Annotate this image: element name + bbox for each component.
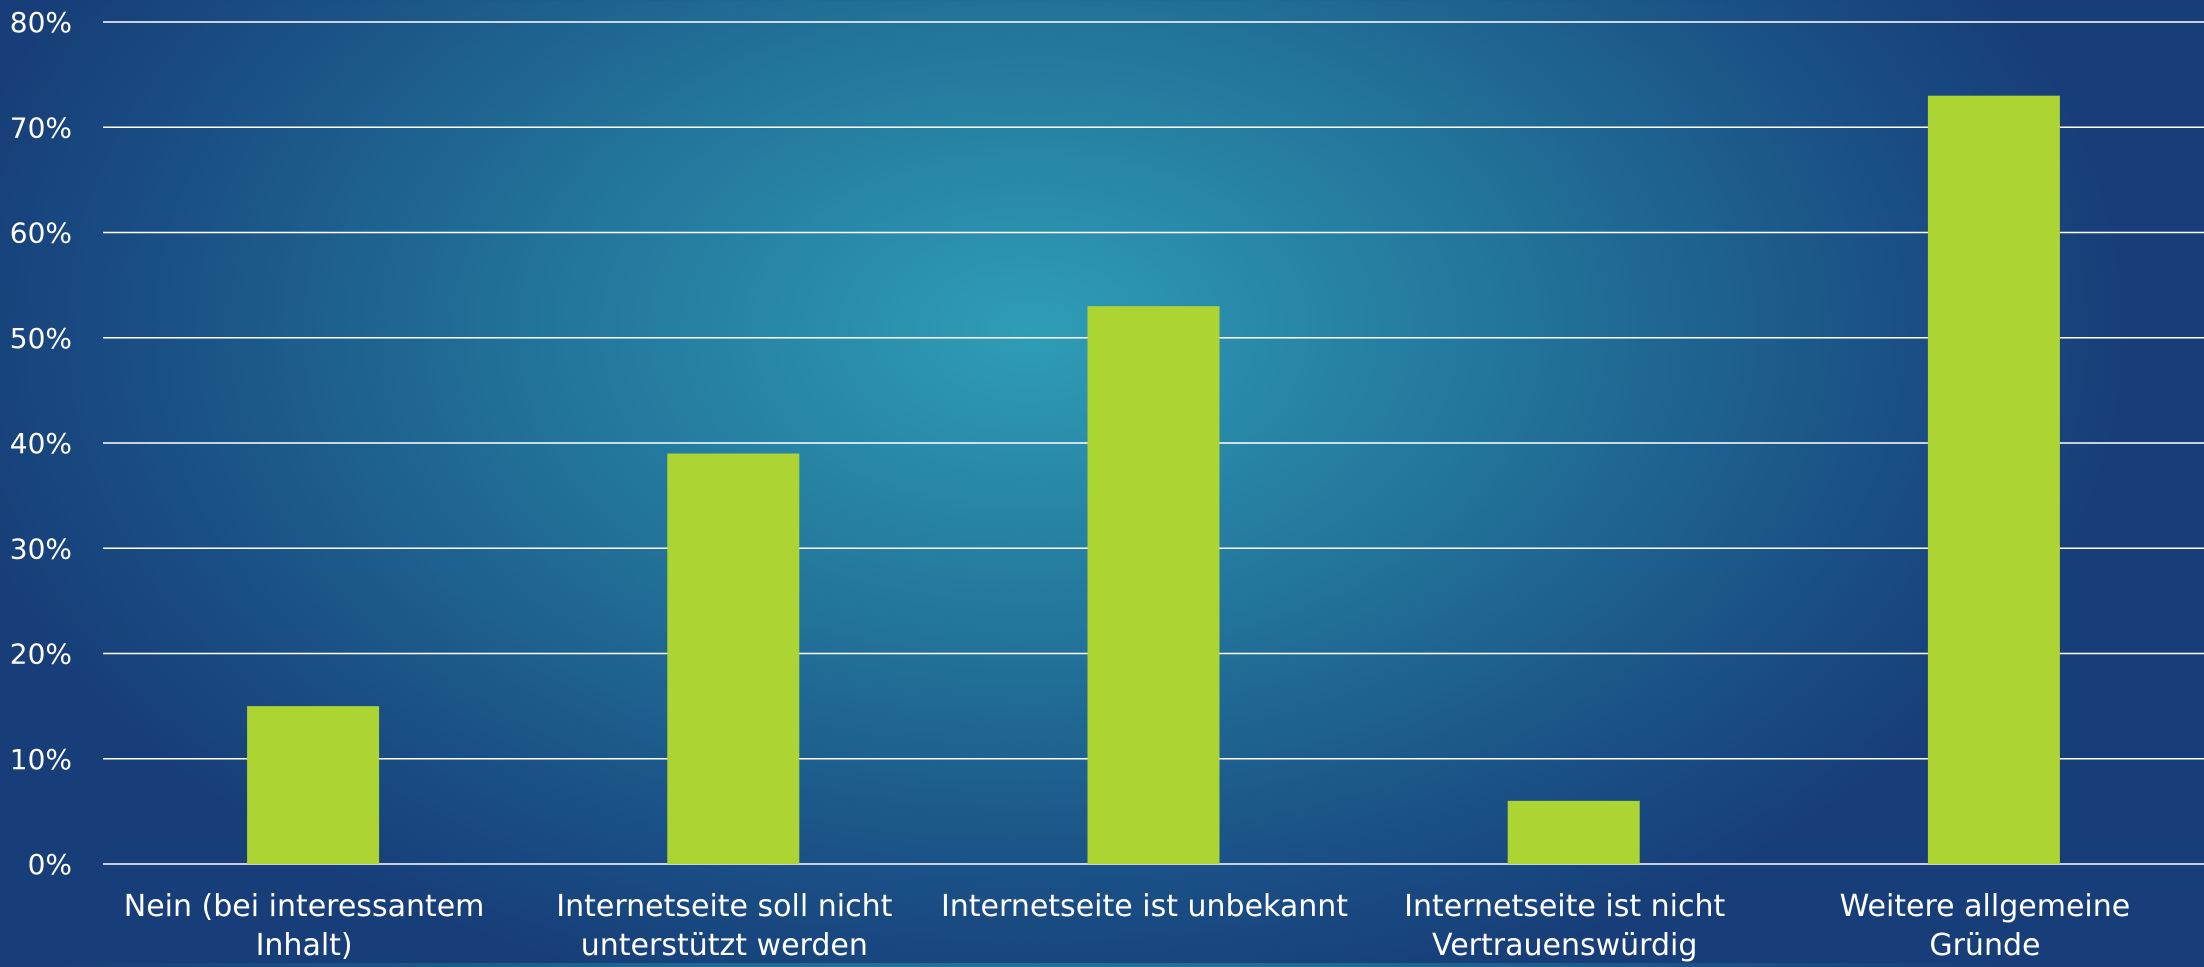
y-tick-label: 50% bbox=[10, 322, 72, 355]
bar bbox=[1087, 306, 1220, 864]
x-tick-label-line: Internetseite ist nicht bbox=[1404, 889, 1725, 924]
x-tick-label: Weitere allgemeine Gründe bbox=[1840, 889, 2131, 963]
y-tick-label: 0% bbox=[28, 848, 72, 881]
y-tick-label: 60% bbox=[10, 217, 72, 250]
y-tick-label: 40% bbox=[10, 427, 72, 460]
x-tick-label: Internetseite ist unbekannt bbox=[941, 889, 1348, 924]
x-tick-label-line: Inhalt) bbox=[256, 928, 353, 963]
x-tick-label: Internetseite soll nicht unterstützt werd… bbox=[556, 889, 892, 963]
x-axis-category-labels: Nein (bei interessantem Inhalt) Internetse… bbox=[124, 889, 2130, 963]
y-axis-tick-labels: 0% 10% 20% 30% 40% 50% 60% 70% 80% bbox=[10, 6, 72, 881]
x-tick-label: Internetseite ist nicht Vertrauenswürdig bbox=[1404, 889, 1725, 963]
bar bbox=[247, 706, 380, 864]
x-tick-label: Nein (bei interessantem Inhalt) bbox=[124, 889, 485, 963]
y-tick-label: 70% bbox=[10, 111, 72, 144]
bars bbox=[247, 95, 2060, 865]
x-tick-label-line: Nein (bei interessantem bbox=[124, 889, 485, 924]
bar bbox=[1927, 95, 2060, 865]
y-tick-label: 10% bbox=[10, 743, 72, 776]
x-tick-label-line: Internetseite soll nicht bbox=[556, 889, 892, 924]
y-tick-label: 30% bbox=[10, 532, 72, 565]
bar bbox=[667, 453, 800, 864]
y-tick-label: 80% bbox=[10, 6, 72, 39]
bar bbox=[1507, 800, 1640, 864]
x-tick-label-line: unterstützt werden bbox=[581, 928, 868, 963]
x-tick-label-line: Internetseite ist unbekannt bbox=[941, 889, 1348, 924]
x-tick-label-line: Gründe bbox=[1929, 928, 2040, 963]
y-tick-label: 20% bbox=[10, 638, 72, 671]
x-tick-label-line: Vertrauenswürdig bbox=[1432, 928, 1697, 963]
x-tick-label-line: Weitere allgemeine bbox=[1840, 889, 2131, 924]
